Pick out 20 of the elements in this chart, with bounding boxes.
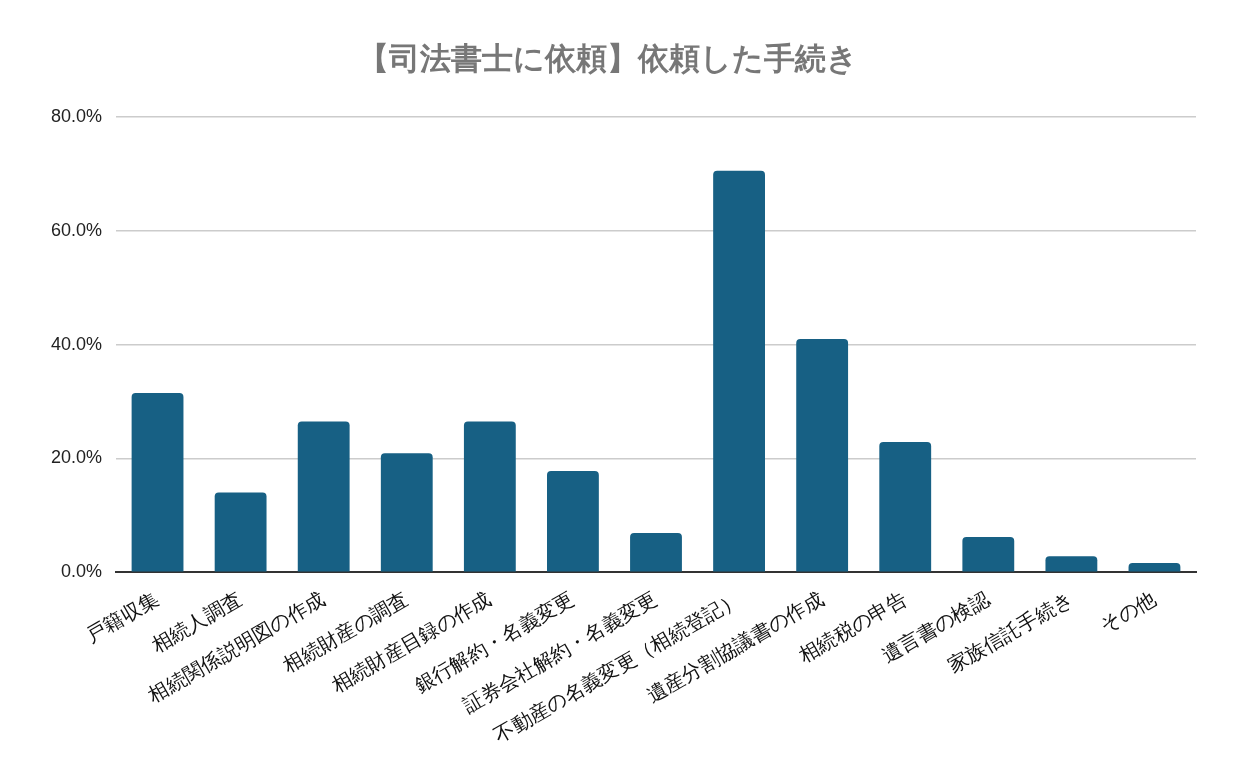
bar	[879, 441, 932, 572]
bar	[380, 453, 433, 572]
bar	[214, 492, 267, 572]
y-tick-label: 60.0%	[50, 219, 102, 240]
bar	[1128, 563, 1181, 572]
y-tick-label: 0.0%	[60, 561, 102, 582]
bar	[1045, 556, 1098, 572]
bar	[463, 421, 516, 572]
bar	[547, 470, 599, 572]
y-tick-label: 80.0%	[50, 106, 102, 127]
y-tick-label: 40.0%	[50, 333, 102, 354]
x-tick-label: その他	[1096, 587, 1160, 637]
chart-title: 【司法書士に依頼】依頼した手続き	[358, 41, 858, 77]
bar	[796, 339, 849, 572]
y-tick-label: 20.0%	[50, 447, 102, 468]
bar	[713, 170, 765, 572]
bar	[630, 532, 682, 572]
bar	[962, 536, 1015, 572]
bar	[297, 421, 350, 572]
bar	[131, 393, 184, 572]
